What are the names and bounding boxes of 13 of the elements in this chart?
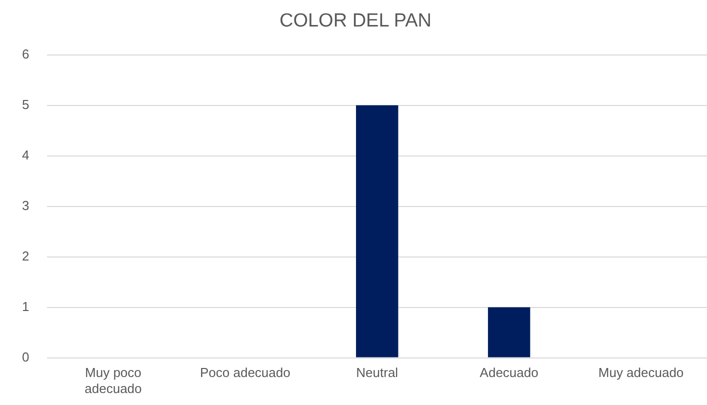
x-tick-label: Neutral (356, 365, 398, 380)
chart-title: COLOR DEL PAN (279, 10, 432, 32)
y-tick-label: 1 (22, 298, 30, 314)
x-tick-label: Muy adecuado (598, 365, 684, 380)
x-tick-label: Adecuado (480, 365, 538, 380)
x-tick-label: Muy poco adecuado (84, 365, 142, 396)
x-tick-label: Poco adecuado (200, 365, 290, 380)
y-tick-label: 4 (22, 147, 30, 162)
y-tick-label: 0 (22, 349, 30, 364)
y-tick-label: 3 (22, 198, 30, 213)
y-tick-label: 6 (22, 46, 30, 62)
y-tick-label: 5 (22, 96, 30, 112)
y-tick-label: 2 (22, 248, 30, 264)
